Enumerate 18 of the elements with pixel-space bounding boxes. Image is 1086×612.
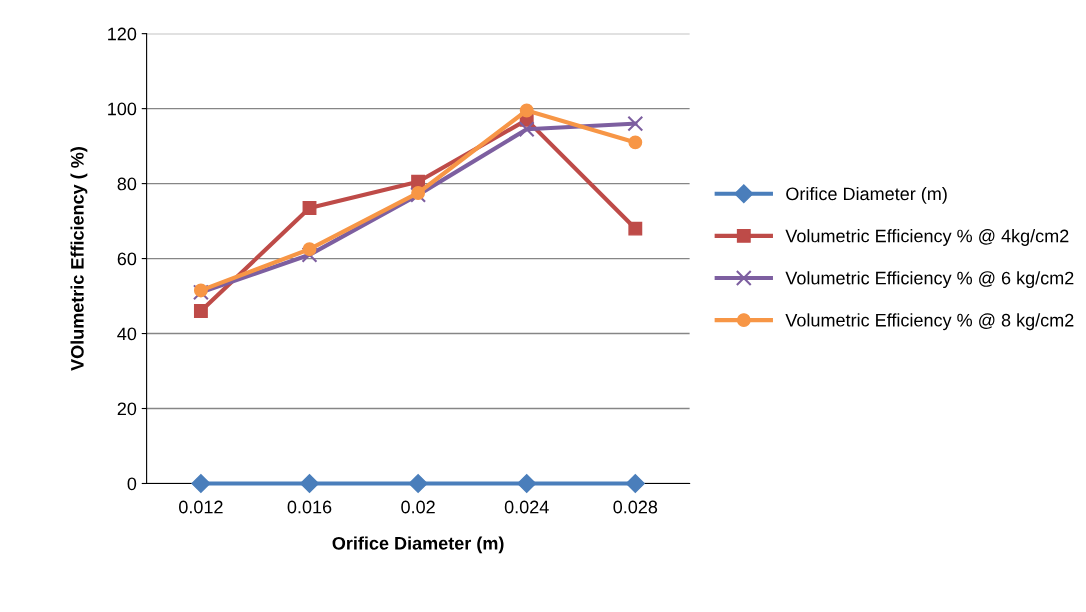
y-axis-title: VOlumetric Efficiency ( %) <box>70 147 88 371</box>
x-tick-label: 0.028 <box>613 500 658 514</box>
legend-label: Volumetric Efficiency % @ 6 kg/cm2 <box>785 271 1074 289</box>
x-tick-label: 0.02 <box>401 500 435 514</box>
y-tick-label: 80 <box>117 177 137 191</box>
y-tick-label: 40 <box>117 327 137 341</box>
x-tick-label: 0.012 <box>179 500 223 514</box>
x-axis-title: Orifice Diameter (m) <box>332 536 504 554</box>
y-tick-label: 120 <box>108 27 137 41</box>
y-tick-label: 100 <box>108 102 137 116</box>
legend-label: Orifice Diameter (m) <box>786 186 947 204</box>
x-tick-label: 0.024 <box>504 500 549 514</box>
legend-label: Volumetric Efficiency % @ 8 kg/cm2 <box>785 313 1074 331</box>
y-tick-label: 20 <box>117 402 137 416</box>
y-tick-label: 0 <box>127 477 137 491</box>
x-tick-label: 0.016 <box>287 500 332 514</box>
legend-label: Volumetric Efficiency % @ 4kg/cm2 <box>785 229 1069 246</box>
y-tick-label: 60 <box>117 252 137 266</box>
